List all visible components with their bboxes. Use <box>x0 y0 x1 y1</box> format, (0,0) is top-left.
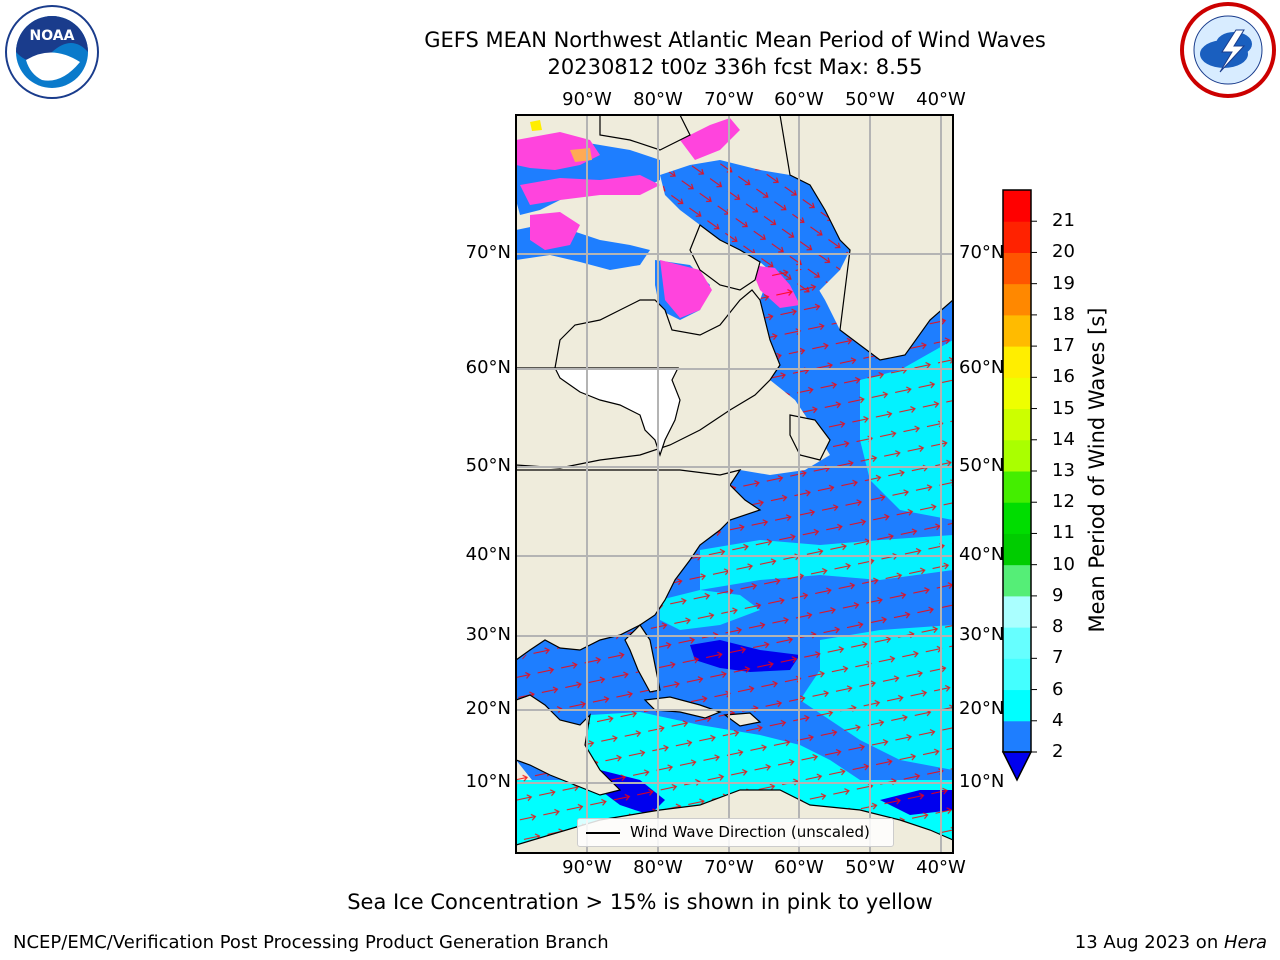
lat-label-left-40n: 40°N <box>465 544 511 565</box>
colorbar-segment <box>1003 439 1031 472</box>
colorbar-tick-label: 11 <box>1052 522 1075 544</box>
lat-label-left-20n: 20°N <box>465 698 511 719</box>
sea-ice-note: Sea Ice Concentration > 15% is shown in … <box>347 890 933 914</box>
lon-label-bottom-70w: 70°W <box>704 857 754 878</box>
coast-east-us <box>516 469 762 661</box>
colorbar-tick-label: 20 <box>1052 241 1075 263</box>
lon-label-bottom-60w: 60°W <box>774 857 824 878</box>
lat-label-left-70n: 70°N <box>465 242 511 263</box>
colorbar-segment <box>1003 252 1031 285</box>
colorbar-tick-label: 9 <box>1052 584 1064 606</box>
colorbar-segment <box>1003 377 1031 410</box>
lon-label-top-40w: 40°W <box>916 89 966 110</box>
graticule <box>516 115 953 853</box>
colorbar-segment <box>1003 283 1031 316</box>
lat-label-right-60n: 60°N <box>959 357 1005 378</box>
coast-florida <box>624 624 661 693</box>
coast-arctic-islands <box>599 115 691 151</box>
chart-title: GEFS MEAN Northwest Atlantic Mean Period… <box>424 28 1046 52</box>
lat-label-right-10n: 10°N <box>959 771 1005 792</box>
colorbar-segment <box>1003 533 1031 566</box>
colorbar-segment <box>1003 221 1031 253</box>
colorbar-tick-label: 14 <box>1052 428 1075 450</box>
colorbar-segment <box>1003 564 1031 597</box>
lat-label-right-30n: 30°N <box>959 624 1005 645</box>
lon-label-top-90w: 90°W <box>562 89 612 110</box>
lon-label-bottom-50w: 50°W <box>845 857 895 878</box>
colorbar-tick-label: 12 <box>1052 491 1075 513</box>
legend-line-sample <box>586 832 620 834</box>
colorbar <box>1001 189 1037 782</box>
colorbar-segment <box>1003 408 1031 441</box>
footer-date: 13 Aug 2023 on Hera <box>1075 932 1267 953</box>
lat-label-left-60n: 60°N <box>465 357 511 378</box>
map-plot <box>516 115 953 853</box>
lat-label-right-40n: 40°N <box>959 544 1005 565</box>
colorbar-segment <box>1003 346 1031 378</box>
colorbar-segment <box>1003 595 1031 628</box>
colorbar-tick-label: 19 <box>1052 272 1075 294</box>
colorbar-tick-label: 7 <box>1052 647 1064 669</box>
lon-label-bottom-90w: 90°W <box>562 857 612 878</box>
colorbar-tick-label: 8 <box>1052 616 1064 638</box>
sea-ice-3 <box>530 212 580 250</box>
colorbar-tick-label: 6 <box>1052 678 1064 700</box>
colorbar-title: Mean Period of Wind Waves [s] <box>1085 307 1109 633</box>
colorbar-tick-label: 13 <box>1052 460 1075 481</box>
sea-ice-yellow <box>530 120 542 131</box>
coast-greenland <box>779 115 953 361</box>
colorbar-tick-label: 4 <box>1052 709 1064 731</box>
colorbar-segment <box>1003 502 1031 534</box>
colorbar-segment <box>1003 314 1031 347</box>
lat-label-left-30n: 30°N <box>465 624 511 645</box>
lat-label-right-20n: 20°N <box>959 698 1005 719</box>
sea-ice-5 <box>680 118 740 160</box>
legend-label: Wind Wave Direction (unscaled) <box>630 823 870 841</box>
wind-arrows-atlantic <box>516 262 953 853</box>
lon-label-top-50w: 50°W <box>845 89 895 110</box>
lon-label-bottom-80w: 80°W <box>633 857 683 878</box>
colorbar-segment <box>1003 471 1031 503</box>
nws-logo <box>1180 2 1276 98</box>
colorbar-tick-label: 16 <box>1052 366 1075 388</box>
sea-ice-2 <box>520 175 660 205</box>
colorbar-tick-label: 2 <box>1052 741 1064 762</box>
footer-machine: Hera <box>1223 932 1267 953</box>
lon-label-top-80w: 80°W <box>633 89 683 110</box>
lat-label-left-10n: 10°N <box>465 771 511 792</box>
colorbar-segment <box>1003 627 1031 659</box>
map-frame <box>515 114 954 854</box>
colorbar-tick-label: 17 <box>1052 335 1075 357</box>
footer-credit: NCEP/EMC/Verification Post Processing Pr… <box>13 932 609 953</box>
map-legend: Wind Wave Direction (unscaled) <box>577 818 894 847</box>
colorbar-segment <box>1003 689 1031 722</box>
lat-label-right-70n: 70°N <box>959 242 1005 263</box>
chart-subtitle: 20230812 t00z 336h fcst Max: 8.55 <box>547 55 923 79</box>
footer-date-text: 13 Aug 2023 on <box>1074 932 1224 953</box>
colorbar-tick-label: 21 <box>1052 210 1075 232</box>
lat-label-right-50n: 50°N <box>959 455 1005 476</box>
lat-label-left-50n: 50°N <box>465 455 511 476</box>
colorbar-segment <box>1003 190 1031 222</box>
coast-hispaniola <box>723 712 762 727</box>
lon-label-bottom-40w: 40°W <box>916 857 966 878</box>
lon-label-top-60w: 60°W <box>774 89 824 110</box>
colorbar-tick-label: 10 <box>1052 553 1075 575</box>
lon-label-top-70w: 70°W <box>704 89 754 110</box>
sea-ice-4 <box>660 260 712 318</box>
noaa-logo: NOAA <box>5 5 99 99</box>
colorbar-segment <box>1003 658 1031 691</box>
colorbar-tick-label: 15 <box>1052 397 1075 419</box>
wind-arrows-arctic <box>660 160 850 300</box>
colorbar-segment <box>1003 720 1031 753</box>
noaa-logo-text: NOAA <box>30 28 75 44</box>
colorbar-tick-label: 18 <box>1052 303 1075 325</box>
